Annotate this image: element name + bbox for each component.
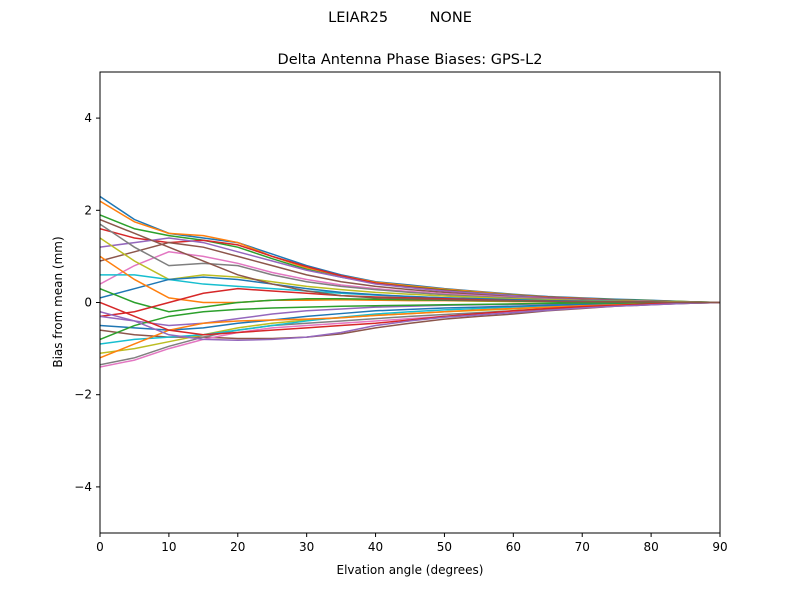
figure-suptitle: LEIAR25 NONE (328, 10, 472, 26)
series-line-24 (100, 301, 720, 336)
y-axis-label: Bias from mean (mm) (51, 236, 65, 367)
series-line-22 (100, 301, 720, 359)
x-tick-label: 0 (96, 540, 104, 554)
y-tick-label: 0 (84, 296, 92, 310)
x-tick-label: 70 (575, 540, 590, 554)
series-line-21 (100, 301, 720, 331)
series-line-25 (100, 301, 720, 342)
y-tick-label: −2 (74, 388, 92, 402)
chart-title: Delta Antenna Phase Biases: GPS-L2 (278, 52, 543, 68)
x-tick-label: 10 (161, 540, 176, 554)
x-tick-label: 20 (230, 540, 245, 554)
axis-ticks: 0 10 20 30 40 50 60 70 80 90 −4 −2 0 2 4 (74, 111, 727, 554)
series-line-26 (100, 218, 720, 304)
x-axis-label: Elvation angle (degrees) (337, 563, 484, 577)
y-tick-label: 2 (84, 203, 92, 217)
x-tick-label: 60 (506, 540, 521, 554)
y-tick-label: 4 (84, 111, 92, 125)
x-tick-label: 50 (437, 540, 452, 554)
series-line-23 (100, 301, 720, 341)
x-tick-label: 90 (712, 540, 727, 554)
series-lines (100, 195, 720, 368)
y-tick-label: −4 (74, 480, 92, 494)
x-tick-label: 80 (643, 540, 658, 554)
x-tick-label: 30 (299, 540, 314, 554)
x-tick-label: 40 (368, 540, 383, 554)
